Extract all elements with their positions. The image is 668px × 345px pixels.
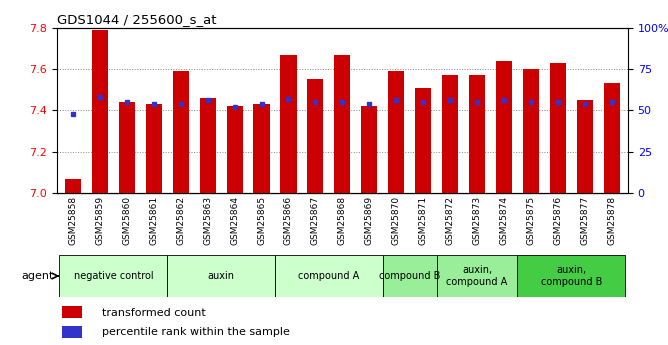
Text: GSM25858: GSM25858: [68, 196, 77, 245]
Bar: [226, 106, 242, 193]
Bar: [281, 55, 297, 193]
Text: GSM25859: GSM25859: [96, 196, 104, 245]
Bar: [334, 55, 351, 193]
Text: agent: agent: [21, 271, 53, 281]
Bar: [275, 255, 383, 297]
Bar: [361, 106, 377, 193]
Bar: [63, 326, 82, 338]
Bar: [65, 179, 81, 193]
Text: GSM25866: GSM25866: [284, 196, 293, 245]
Text: GSM25864: GSM25864: [230, 196, 239, 245]
Text: GSM25874: GSM25874: [500, 196, 508, 245]
Text: GSM25861: GSM25861: [149, 196, 158, 245]
Text: auxin: auxin: [208, 271, 234, 281]
Text: auxin,
compound A: auxin, compound A: [446, 265, 508, 287]
Text: GSM25875: GSM25875: [526, 196, 536, 245]
Bar: [383, 255, 437, 297]
Bar: [59, 255, 167, 297]
Text: GSM25868: GSM25868: [338, 196, 347, 245]
Text: auxin,
compound B: auxin, compound B: [540, 265, 602, 287]
Text: GSM25867: GSM25867: [311, 196, 320, 245]
Text: GSM25870: GSM25870: [391, 196, 401, 245]
Text: compound B: compound B: [379, 271, 440, 281]
Bar: [63, 306, 82, 318]
Text: GSM25873: GSM25873: [472, 196, 482, 245]
Bar: [200, 98, 216, 193]
Text: GDS1044 / 255600_s_at: GDS1044 / 255600_s_at: [57, 13, 216, 27]
Text: compound A: compound A: [298, 271, 359, 281]
Text: GSM25877: GSM25877: [580, 196, 589, 245]
Bar: [146, 104, 162, 193]
Bar: [172, 71, 189, 193]
Bar: [442, 75, 458, 193]
Text: transformed count: transformed count: [102, 308, 206, 318]
Bar: [523, 69, 539, 193]
Bar: [437, 255, 518, 297]
Bar: [496, 61, 512, 193]
Bar: [119, 102, 135, 193]
Text: GSM25863: GSM25863: [203, 196, 212, 245]
Bar: [469, 75, 485, 193]
Text: GSM25860: GSM25860: [122, 196, 132, 245]
Text: GSM25869: GSM25869: [365, 196, 374, 245]
Bar: [550, 63, 566, 193]
Bar: [253, 104, 270, 193]
Bar: [604, 83, 620, 193]
Bar: [307, 79, 323, 193]
Text: GSM25872: GSM25872: [446, 196, 455, 245]
Text: GSM25862: GSM25862: [176, 196, 185, 245]
Text: GSM25865: GSM25865: [257, 196, 266, 245]
Bar: [415, 88, 432, 193]
Text: GSM25871: GSM25871: [419, 196, 428, 245]
Bar: [92, 30, 108, 193]
Text: percentile rank within the sample: percentile rank within the sample: [102, 327, 291, 337]
Text: GSM25876: GSM25876: [553, 196, 562, 245]
Bar: [576, 100, 593, 193]
Bar: [167, 255, 275, 297]
Bar: [518, 255, 625, 297]
Text: GSM25878: GSM25878: [607, 196, 617, 245]
Text: negative control: negative control: [73, 271, 153, 281]
Bar: [388, 71, 404, 193]
